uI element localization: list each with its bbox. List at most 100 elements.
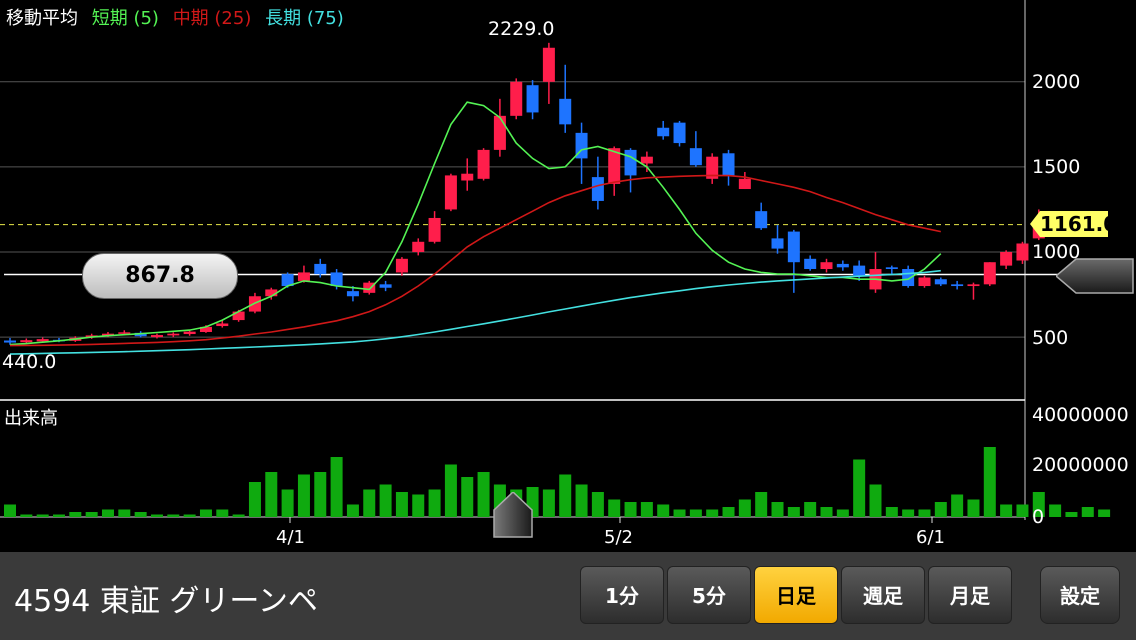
crosshair-right-handle[interactable] [1056, 258, 1134, 294]
volume-bar [216, 509, 229, 517]
volume-bar [755, 492, 768, 517]
volume-bar [624, 502, 637, 517]
period-5min-button[interactable]: 5分 [667, 566, 751, 624]
candle-body [232, 311, 245, 321]
volume-bar [689, 509, 702, 517]
volume-bar [150, 514, 163, 517]
candle-body [722, 153, 735, 176]
moving-averages [9, 101, 942, 355]
candle-body [951, 284, 964, 287]
candle-body [216, 323, 229, 327]
candle-body [673, 122, 686, 144]
volume-bar [428, 489, 441, 517]
candle-body [804, 258, 817, 270]
candle-body [689, 148, 702, 166]
candle-body [853, 265, 866, 276]
period-weekly-button[interactable]: 週足 [841, 566, 925, 624]
period-1min-button[interactable]: 1分 [580, 566, 664, 624]
candle-body [967, 284, 980, 287]
candle-body [395, 258, 408, 273]
candle-body [346, 291, 359, 297]
candle-body [918, 277, 931, 287]
volume-bar [4, 504, 16, 517]
volume-bar [20, 514, 33, 517]
candle-body [118, 332, 131, 334]
volume-bar [902, 509, 915, 517]
candle-body [624, 149, 637, 176]
candle-body [934, 279, 947, 285]
candles [4, 42, 1045, 345]
volume-bar [134, 512, 147, 517]
date-tick: 5/2 [604, 527, 633, 548]
volume-bar [771, 502, 784, 517]
candle-body [771, 238, 784, 249]
period-daily-button[interactable]: 日足 [754, 566, 838, 624]
volume-bar [657, 504, 670, 517]
candle-body [265, 289, 278, 297]
volume-bar [559, 474, 572, 517]
candle-body [820, 262, 833, 270]
candle-body [428, 217, 441, 242]
volume-bar [199, 509, 212, 517]
candle-body [477, 149, 490, 179]
candle-body [591, 177, 604, 201]
ma-mid-line [9, 174, 941, 347]
candle-body [493, 115, 506, 150]
stock-title: 4594 東証 グリーンペ [14, 584, 318, 619]
volume-bar [1000, 504, 1013, 517]
volume-bar [787, 507, 800, 517]
volume-bar [722, 507, 735, 517]
volume-bar [1049, 504, 1062, 517]
volume-bar [395, 492, 408, 517]
candle-body [199, 326, 212, 332]
volume-bars [4, 447, 1111, 517]
crosshair-value-bubble[interactable]: 867.8 [82, 253, 238, 299]
volume-bar [738, 499, 751, 517]
volume-bar [461, 477, 474, 517]
volume-bar [1065, 512, 1078, 517]
price-tick: 1000 [1032, 241, 1081, 263]
volume-bar [1081, 507, 1094, 517]
candle-body [134, 332, 147, 337]
volume-bar [804, 502, 817, 517]
period-monthly-button[interactable]: 月足 [928, 566, 1012, 624]
current-price-tag: 1161.0 [1030, 211, 1118, 237]
volume-bar [265, 472, 278, 517]
volume-bar [885, 507, 898, 517]
volume-bar [36, 514, 49, 517]
price-tick: 500 [1032, 327, 1069, 349]
volume-bar [183, 514, 196, 517]
volume-bar [836, 509, 849, 517]
legend-ma-mid: 中期 (25) [172, 8, 252, 29]
volume-bar [706, 509, 719, 517]
chart-svg[interactable] [0, 0, 1136, 552]
candle-body [20, 340, 33, 343]
volume-bar [444, 464, 457, 517]
volume-bar [820, 507, 833, 517]
candle-body [412, 241, 425, 252]
volume-bar [248, 482, 261, 517]
volume-bar [232, 514, 245, 517]
volume-bar [1098, 509, 1111, 517]
volume-bar [314, 472, 327, 517]
candle-body [608, 148, 621, 184]
settings-button[interactable]: 設定 [1040, 566, 1120, 624]
volume-bar [673, 509, 686, 517]
legend-ma-short: 短期 (5) [91, 8, 159, 29]
candle-body [787, 231, 800, 263]
candle-body [755, 211, 768, 229]
volume-bar [869, 484, 882, 517]
crosshair-bottom-handle[interactable] [493, 492, 533, 538]
chart-area[interactable]: 移動平均 短期 (5) 中期 (25) 長期 (75) 2000 1500 10… [0, 0, 1136, 552]
candle-body [379, 284, 392, 288]
candle-body [1016, 243, 1029, 261]
candle-body [183, 331, 196, 335]
volume-bar [477, 472, 490, 517]
volume-bar [983, 447, 996, 517]
volume-bar [918, 509, 931, 517]
candle-body [657, 127, 670, 137]
price-tick: 2000 [1032, 71, 1081, 93]
candle-body [1000, 252, 1013, 266]
volume-bar [1016, 504, 1029, 517]
volume-bar [281, 489, 294, 517]
